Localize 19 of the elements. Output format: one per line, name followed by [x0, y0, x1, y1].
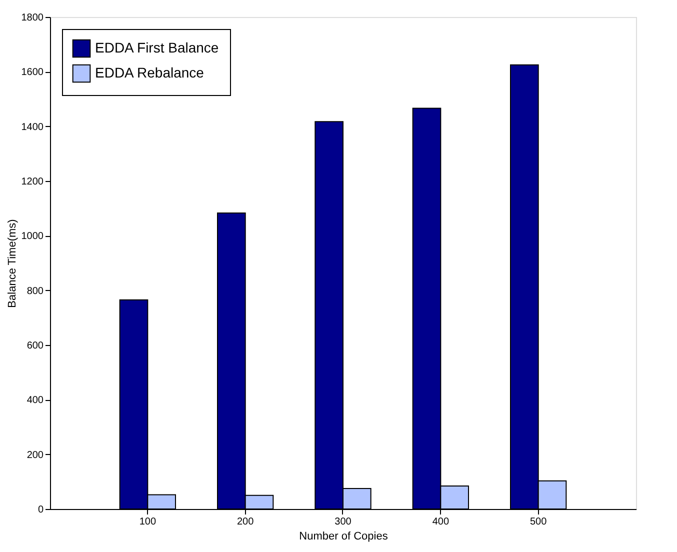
x-axis-title: Number of Copies — [299, 530, 388, 542]
x-tick-label: 100 — [139, 516, 156, 528]
y-tick-label: 1600 — [21, 67, 44, 78]
y-tick-label: 1400 — [21, 122, 44, 133]
legend-label: EDDA Rebalance — [95, 64, 204, 80]
y-tick-label: 1000 — [21, 231, 44, 242]
x-tick-label: 500 — [530, 516, 548, 528]
x-tick-label: 400 — [432, 516, 450, 528]
y-tick-label: 600 — [26, 340, 44, 352]
y-axis-title: Balance Time(ms) — [6, 219, 18, 308]
x-tick-label: 200 — [236, 516, 254, 528]
y-tick-label: 200 — [26, 450, 44, 461]
y-tick-label: 0 — [38, 504, 44, 516]
legend-label: EDDA First Balance — [95, 40, 219, 56]
y-tick-label: 1200 — [21, 176, 44, 188]
y-tick-label: 800 — [26, 286, 44, 297]
x-tick-label: 300 — [334, 516, 352, 528]
y-tick-label: 1800 — [21, 12, 44, 24]
y-tick-label: 400 — [26, 395, 44, 406]
